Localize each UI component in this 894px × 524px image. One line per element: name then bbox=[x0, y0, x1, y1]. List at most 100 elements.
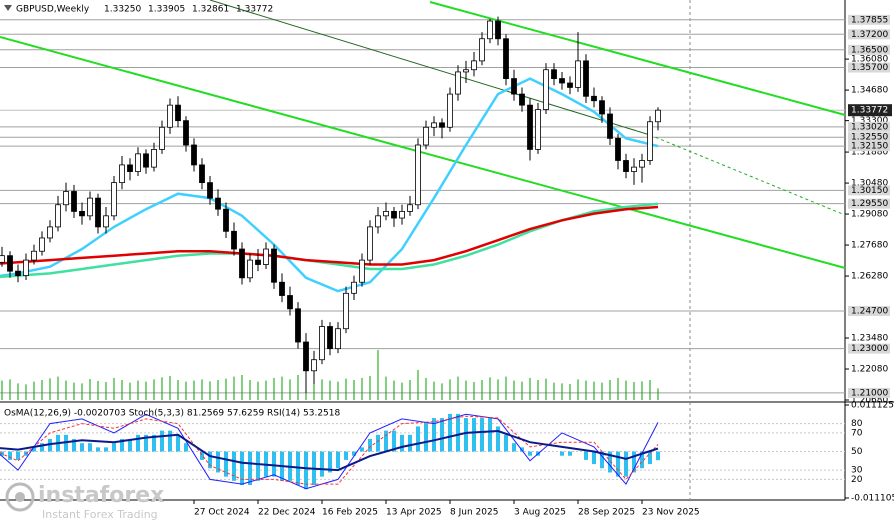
x-tick-label: 3 Aug 2025 bbox=[514, 508, 566, 518]
indicator-tick-label: 0.011125 bbox=[851, 401, 894, 411]
candle-body bbox=[607, 113, 613, 139]
osma-bar bbox=[272, 451, 276, 477]
osma-bar bbox=[152, 434, 156, 452]
osma-bar bbox=[368, 438, 372, 452]
osma-bar bbox=[8, 451, 12, 460]
osma-bar bbox=[88, 443, 92, 452]
osma-bar bbox=[96, 447, 100, 452]
candle-body bbox=[255, 259, 261, 265]
osma-bar bbox=[200, 451, 204, 460]
candle-body bbox=[71, 191, 77, 212]
candle-body bbox=[15, 270, 21, 276]
candle-body bbox=[543, 69, 549, 110]
osma-bar bbox=[160, 430, 164, 452]
osma-bar bbox=[440, 418, 444, 452]
osma-bar bbox=[640, 451, 644, 469]
level-box bbox=[848, 132, 890, 143]
y-tick-label: 1.33300 bbox=[851, 116, 888, 126]
y-tick-label: 1.34680 bbox=[851, 86, 888, 96]
candle-body bbox=[47, 226, 53, 239]
osma-bar bbox=[224, 451, 228, 477]
osma-bar bbox=[432, 418, 436, 452]
indicator-tick-label: 30 bbox=[851, 466, 863, 476]
osma-bar bbox=[568, 451, 572, 456]
candle-body bbox=[207, 182, 213, 199]
osma-bar bbox=[504, 434, 508, 452]
y-tick-label: 1.29080 bbox=[851, 210, 888, 220]
candle-body bbox=[447, 93, 453, 128]
indicator-tick-label: -0.011105 bbox=[851, 494, 894, 504]
osma-bar bbox=[392, 430, 396, 452]
candle-body bbox=[55, 204, 61, 228]
indicator-tick-label: 80 bbox=[851, 419, 863, 429]
level-label: 1.37200 bbox=[851, 30, 888, 40]
level-label: 1.23000 bbox=[851, 344, 888, 354]
candle-body bbox=[343, 292, 349, 330]
osma-bar bbox=[464, 418, 468, 452]
candle-body bbox=[455, 71, 461, 95]
candle-body bbox=[551, 69, 557, 79]
osma-bar bbox=[176, 434, 180, 452]
candle-body bbox=[591, 95, 597, 102]
candle-body bbox=[183, 120, 189, 146]
osma-bar bbox=[248, 451, 252, 486]
header-value: 1.33772 bbox=[236, 5, 273, 15]
osma-bar bbox=[352, 451, 356, 456]
candle-body bbox=[335, 328, 341, 350]
brand-name: instaforex bbox=[38, 483, 164, 508]
y-tick-label: 1.31880 bbox=[851, 148, 888, 158]
candle-body bbox=[39, 237, 45, 252]
osma-bar bbox=[40, 443, 44, 452]
trend-line bbox=[649, 134, 846, 216]
candle-body bbox=[119, 164, 125, 184]
y-tick-label: 1.30480 bbox=[851, 179, 888, 189]
osma-bar bbox=[624, 451, 628, 477]
candle-body bbox=[479, 38, 485, 62]
indicator-title: OsMA(12,26,9) -0.0020703 Stoch(5,3,3) 81… bbox=[4, 409, 340, 419]
candle-body bbox=[359, 259, 365, 283]
osma-bar bbox=[16, 451, 20, 460]
header-value: 1.33905 bbox=[148, 5, 185, 15]
osma-bar bbox=[136, 434, 140, 452]
candle-body bbox=[503, 38, 509, 79]
candle-body bbox=[111, 182, 117, 217]
moving-average bbox=[0, 205, 659, 266]
candle-body bbox=[415, 144, 421, 206]
osma-bar bbox=[608, 451, 612, 473]
osma-bar bbox=[592, 451, 596, 465]
candle-body bbox=[407, 204, 413, 212]
y-tick-label: 1.20680 bbox=[851, 396, 888, 406]
candle-body bbox=[239, 248, 245, 279]
indicator-line bbox=[0, 429, 659, 472]
candle-body bbox=[303, 341, 309, 372]
level-label: 1.24700 bbox=[851, 307, 888, 317]
candle-body bbox=[199, 164, 205, 184]
x-tick-label: 13 Apr 2025 bbox=[386, 508, 442, 518]
candle-body bbox=[623, 160, 629, 172]
level-box bbox=[848, 343, 890, 354]
level-box bbox=[848, 185, 890, 196]
osma-bar bbox=[528, 451, 532, 456]
osma-bar bbox=[128, 438, 132, 452]
level-box bbox=[848, 29, 890, 40]
candle-body bbox=[423, 126, 429, 146]
brand-tagline: Instant Forex Trading bbox=[42, 508, 158, 521]
level-label: 1.37855 bbox=[851, 15, 888, 25]
osma-bar bbox=[376, 434, 380, 452]
osma-bar bbox=[336, 451, 340, 469]
osma-bar bbox=[72, 438, 76, 452]
osma-bar bbox=[208, 451, 212, 469]
level-label: 1.21000 bbox=[851, 388, 888, 398]
osma-bar bbox=[448, 413, 452, 452]
candle-body bbox=[295, 308, 301, 343]
candle-body bbox=[191, 144, 197, 166]
candle-body bbox=[439, 122, 445, 128]
level-label: 1.36500 bbox=[851, 45, 888, 55]
symbol-icon bbox=[4, 5, 12, 11]
candle-body bbox=[367, 226, 373, 261]
level-box bbox=[848, 198, 890, 209]
candle-body bbox=[279, 281, 285, 296]
logo-ring bbox=[5, 482, 35, 512]
